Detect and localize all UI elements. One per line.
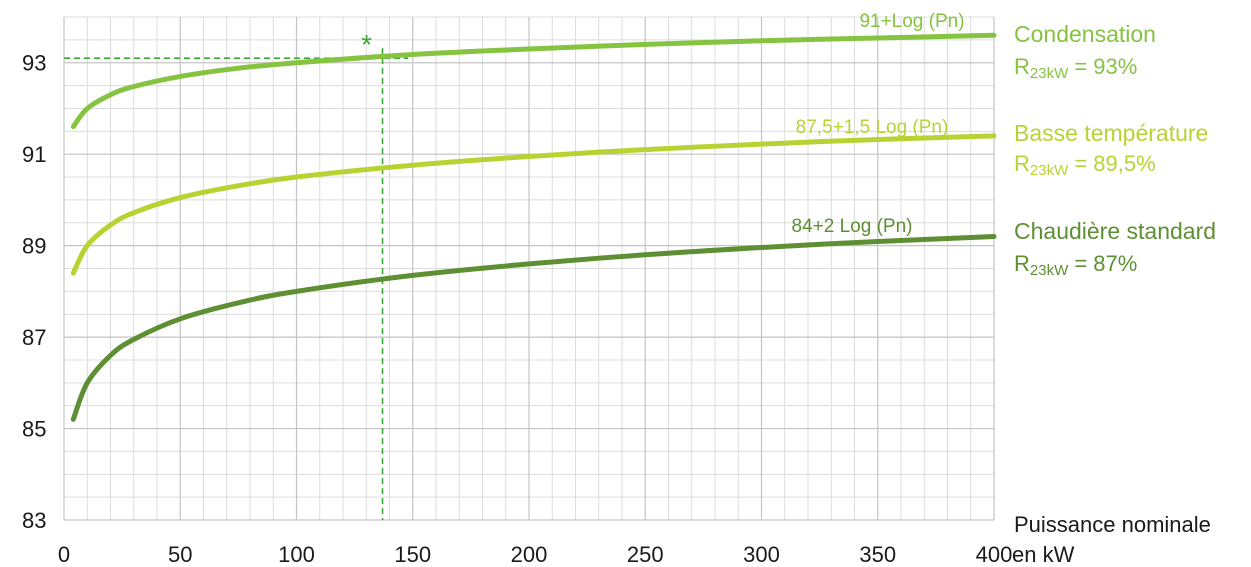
annotation-star-marker: * [361,29,372,60]
x-tick-label: 400 [976,542,1013,567]
reference-lines [64,48,409,520]
curve-line-2 [70,234,997,422]
legend-efficiency-condensation: R23kW = 93% [1014,54,1137,82]
x-tick-label: 250 [627,542,664,567]
x-tick-label: 350 [859,542,896,567]
minor-grid [64,16,994,520]
y-tick-label: 87 [22,325,46,350]
x-axis-label-line1: Puissance nominale [1014,512,1211,537]
y-tick-label: 85 [22,417,46,442]
legend-chaudiere-standard: Chaudière standard R23kW = 87% [1014,218,1216,279]
x-tick-label: 0 [58,542,70,567]
y-tick-label: 91 [22,142,46,167]
y-tick-label: 93 [22,51,46,76]
curves [70,32,997,422]
curve-line-0 [70,32,997,130]
legend-efficiency-basse-temperature: R23kW = 89,5% [1014,151,1156,179]
x-axis-label-line2: en kW [1012,542,1075,567]
x-tick-label: 50 [168,542,192,567]
y-tick-labels: 83 85 87 89 91 93 [22,51,46,533]
legend-efficiency-standard: R23kW = 87% [1014,251,1137,279]
legend-condensation: Condensation R23kW = 93% [1014,21,1156,82]
y-tick-label: 83 [22,508,46,533]
legend-basse-temperature: Basse température R23kW = 89,5% [1014,120,1208,179]
curve-label-basse-temperature: 87,5+1,5 Log (Pn) [796,117,949,138]
curve-label-condensation: 91+Log (Pn) [859,11,964,32]
x-tick-labels: 0 50 100 150 200 250 300 350 400 [58,542,1012,567]
y-tick-label: 89 [22,234,46,259]
major-grid [63,17,995,521]
curve-label-standard: 84+2 Log (Pn) [792,216,913,237]
x-tick-label: 150 [394,542,431,567]
legend-title-standard: Chaudière standard [1014,218,1216,244]
x-tick-label: 100 [278,542,315,567]
x-tick-label: 200 [511,542,548,567]
curve-line-1 [70,133,997,276]
legend-title-condensation: Condensation [1014,21,1156,47]
legend-title-basse-temperature: Basse température [1014,120,1208,146]
x-tick-label: 300 [743,542,780,567]
